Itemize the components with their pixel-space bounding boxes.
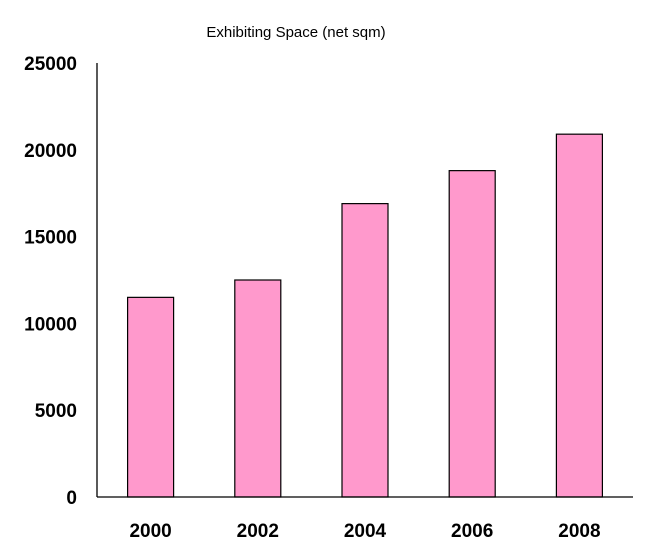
x-tick-label: 2000: [129, 521, 171, 542]
chart-title: Exhibiting Space (net sqm): [206, 24, 385, 41]
y-tick-label: 0: [66, 488, 77, 509]
y-tick-label: 25000: [24, 54, 77, 75]
y-tick-label: 20000: [24, 141, 77, 162]
y-tick-label: 10000: [24, 314, 77, 335]
x-axis-labels: 2000 2002 2004 2006 2008: [129, 521, 600, 542]
bar-2004: [341, 203, 389, 498]
bar-2006: [448, 170, 496, 498]
bar-2002: [234, 279, 282, 498]
x-tick-label: 2004: [344, 521, 387, 542]
x-tick-label: 2008: [558, 521, 600, 542]
y-tick-label: 5000: [35, 401, 77, 422]
y-axis-ticks: 0 5000 10000 15000 20000 25000: [24, 54, 77, 509]
bars: [126, 133, 604, 498]
x-tick-label: 2006: [451, 521, 493, 542]
y-tick-label: 15000: [24, 228, 77, 249]
x-tick-label: 2002: [237, 521, 279, 542]
bar-2000: [126, 296, 175, 498]
bar-2008: [555, 133, 604, 498]
